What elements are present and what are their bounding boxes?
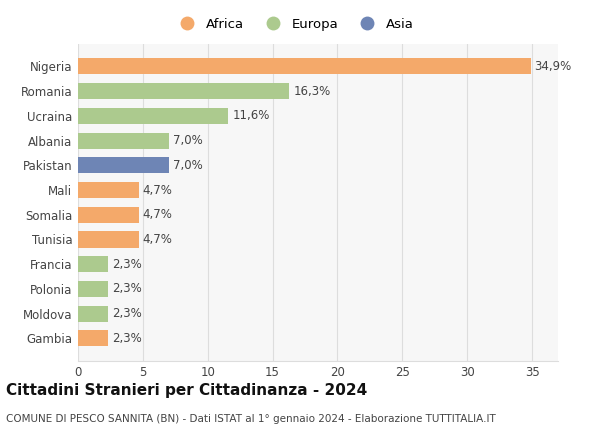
Bar	[78, 182, 139, 198]
Text: Cittadini Stranieri per Cittadinanza - 2024: Cittadini Stranieri per Cittadinanza - 2…	[6, 383, 367, 398]
Bar	[78, 330, 108, 346]
Text: 2,3%: 2,3%	[112, 307, 142, 320]
Legend: Africa, Europa, Asia: Africa, Europa, Asia	[174, 18, 414, 31]
Text: 7,0%: 7,0%	[173, 159, 202, 172]
Text: 2,3%: 2,3%	[112, 332, 142, 345]
Text: 7,0%: 7,0%	[173, 134, 202, 147]
Text: 16,3%: 16,3%	[293, 84, 331, 98]
Bar	[78, 157, 169, 173]
Bar	[78, 108, 229, 124]
Bar	[78, 83, 289, 99]
Text: 4,7%: 4,7%	[143, 233, 173, 246]
Text: 2,3%: 2,3%	[112, 282, 142, 295]
Text: 4,7%: 4,7%	[143, 208, 173, 221]
Text: 4,7%: 4,7%	[143, 183, 173, 197]
Text: 11,6%: 11,6%	[232, 110, 270, 122]
Bar	[78, 207, 139, 223]
Bar	[78, 231, 139, 248]
Text: COMUNE DI PESCO SANNITA (BN) - Dati ISTAT al 1° gennaio 2024 - Elaborazione TUTT: COMUNE DI PESCO SANNITA (BN) - Dati ISTA…	[6, 414, 496, 424]
Bar	[78, 59, 531, 74]
Bar	[78, 132, 169, 149]
Bar	[78, 256, 108, 272]
Bar	[78, 281, 108, 297]
Text: 34,9%: 34,9%	[535, 60, 572, 73]
Text: 2,3%: 2,3%	[112, 258, 142, 271]
Bar	[78, 306, 108, 322]
